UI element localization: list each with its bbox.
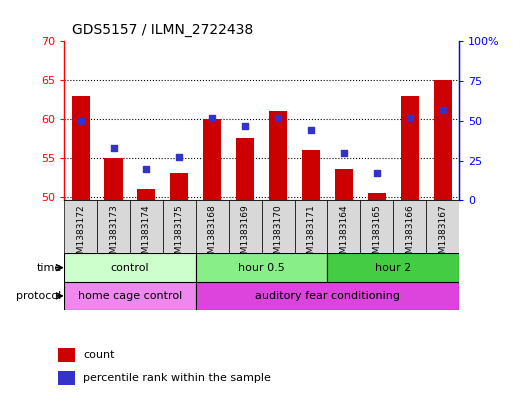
Text: GSM1383167: GSM1383167 [438,205,447,265]
Text: control: control [111,263,149,273]
Bar [64,200,97,253]
Text: percentile rank within the sample: percentile rank within the sample [83,373,271,383]
Point [274,114,282,121]
Bar [97,200,130,253]
Text: count: count [83,350,114,360]
Bar [262,200,294,253]
Point [76,118,85,124]
Point [406,114,414,121]
Point [340,149,348,156]
Bar [58,348,75,362]
Bar [163,200,196,253]
Point [208,114,216,121]
Text: GDS5157 / ILMN_2722438: GDS5157 / ILMN_2722438 [72,24,253,37]
Text: GSM1383175: GSM1383175 [175,205,184,265]
Text: GSM1383174: GSM1383174 [142,205,151,265]
Bar [229,200,262,253]
Point [109,145,117,151]
Text: GSM1383165: GSM1383165 [372,205,381,265]
Text: auditory fear conditioning: auditory fear conditioning [255,291,400,301]
Point [142,165,150,172]
Bar [196,253,327,282]
Bar [236,138,254,200]
Point [373,170,381,176]
Bar [58,371,75,385]
Text: hour 2: hour 2 [375,263,411,273]
Bar [203,119,221,200]
Text: home cage control: home cage control [78,291,182,301]
Bar [64,253,196,282]
Text: GSM1383166: GSM1383166 [405,205,415,265]
Point [175,154,184,161]
Bar [360,200,393,253]
Text: GSM1383170: GSM1383170 [273,205,283,265]
Bar [302,150,320,200]
Point [241,123,249,129]
Text: hour 0.5: hour 0.5 [238,263,285,273]
Bar [105,158,123,200]
Bar [196,200,229,253]
Bar [393,200,426,253]
Point [439,107,447,113]
Text: GSM1383169: GSM1383169 [241,205,250,265]
Bar [327,200,360,253]
Bar [71,95,90,200]
Text: GSM1383172: GSM1383172 [76,205,85,265]
Bar [170,173,188,200]
Point [307,127,315,134]
Bar [137,189,155,200]
Bar [327,253,459,282]
Text: protocol: protocol [16,291,62,301]
Bar [269,111,287,200]
Bar [64,282,196,310]
Text: GSM1383173: GSM1383173 [109,205,118,265]
Bar [433,80,452,200]
Bar [368,193,386,200]
Text: time: time [36,263,62,273]
Bar [130,200,163,253]
Text: GSM1383164: GSM1383164 [340,205,348,265]
Bar [196,282,459,310]
Bar [426,200,459,253]
Bar [335,169,353,200]
Bar [401,95,419,200]
Text: GSM1383171: GSM1383171 [306,205,315,265]
Text: GSM1383168: GSM1383168 [208,205,217,265]
Bar [294,200,327,253]
